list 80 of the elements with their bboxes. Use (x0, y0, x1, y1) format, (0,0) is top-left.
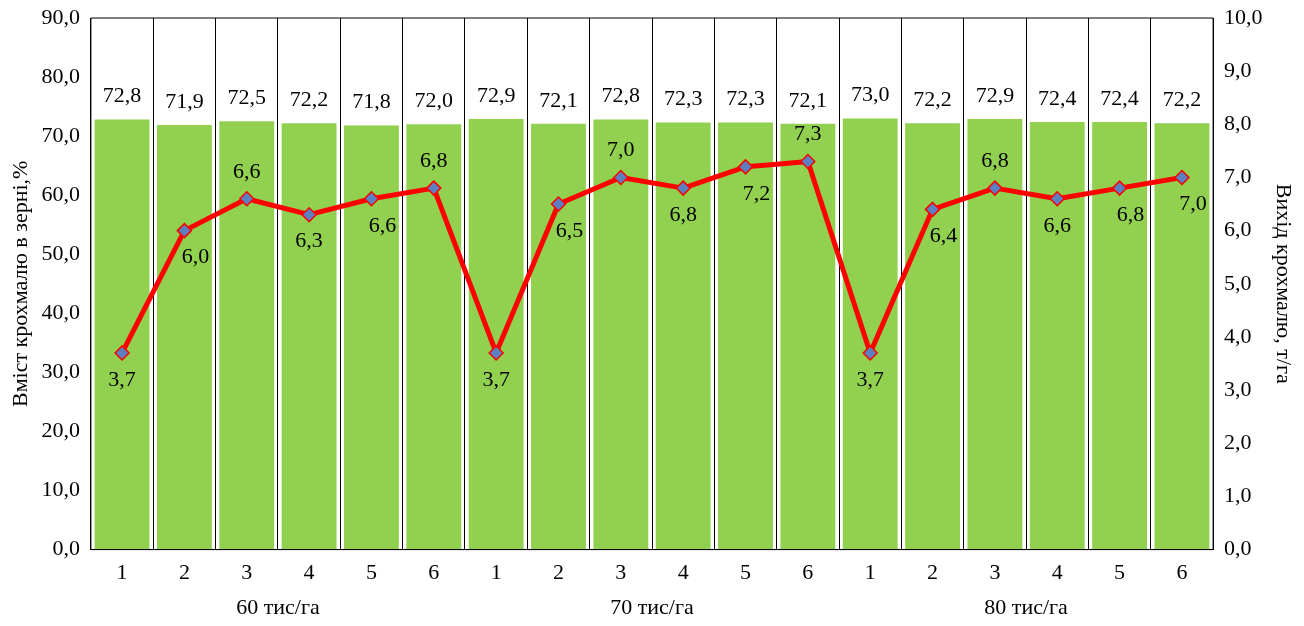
x-tick-label: 5 (365, 558, 377, 584)
data-label: 72,3 (663, 85, 703, 111)
x-tick-label: 4 (303, 558, 315, 584)
text: 70 тис/га (610, 594, 695, 620)
data-label: 71,8 (352, 88, 391, 114)
data-label: 72,2 (1162, 85, 1202, 111)
x-tick-label: 1 (490, 558, 502, 584)
data-label: 72,2 (913, 85, 952, 111)
data-label: 72,0 (414, 87, 454, 113)
data-label: 72,5 (227, 84, 267, 110)
y2-tick-label: 4,0 (1224, 322, 1252, 348)
x-tick-label: 6 (802, 558, 814, 584)
x-tick-label: 6 (1176, 558, 1188, 584)
y-axis-title: Вміст крохмалю в зерні,% (6, 160, 32, 408)
y2-tick-label: 6,0 (1224, 216, 1252, 242)
y2-tick-label: 10,0 (1224, 3, 1263, 29)
data-label: 72,8 (102, 82, 142, 108)
y2-tick-label: 1,0 (1224, 482, 1252, 508)
data-label: 72,1 (539, 86, 578, 112)
x-tick-label: 2 (927, 558, 939, 584)
y-tick-label: 0,0 (52, 535, 80, 561)
x-tick-label: 5 (1114, 558, 1126, 584)
x-tick-label: 3 (241, 558, 253, 584)
y-tick-label: 70,0 (41, 121, 80, 147)
y2-tick-label: 2,0 (1224, 429, 1252, 455)
data-label: 6,6 (233, 157, 261, 183)
x-tick-label: 3 (989, 558, 1001, 584)
data-label: 6,8 (981, 146, 1009, 172)
x-tick-label: 4 (677, 558, 689, 584)
data-label: 6,6 (1043, 211, 1071, 237)
data-label: 7,0 (1179, 190, 1207, 216)
x-tick-label: 5 (740, 558, 752, 584)
y2-tick-label: 0,0 (1224, 535, 1252, 561)
x-tick-label: 6 (428, 558, 440, 584)
y2-tick-label: 7,0 (1224, 163, 1252, 189)
x-tick-label: 4 (1051, 558, 1063, 584)
data-label: 7,0 (607, 136, 635, 162)
x-tick-label: 3 (615, 558, 627, 584)
data-label: 6,0 (181, 243, 210, 269)
x-tick-label: 1 (864, 558, 876, 584)
data-label: 72,4 (1037, 84, 1077, 110)
data-label: 3,7 (108, 365, 136, 391)
y2-axis-title: Вихід крохмалю, т/га (1272, 183, 1298, 385)
data-label: 72,4 (1100, 84, 1139, 110)
data-label: 7,2 (742, 179, 771, 205)
y2-tick-label: 3,0 (1224, 375, 1252, 401)
y2-tick-label: 8,0 (1224, 110, 1252, 136)
data-label: 72,3 (726, 85, 765, 111)
data-label: 6,8 (1116, 200, 1145, 226)
y-tick-label: 50,0 (41, 240, 80, 266)
data-label: 3,7 (482, 365, 510, 391)
data-label: 72,9 (476, 81, 516, 107)
data-label: 6,3 (295, 227, 323, 253)
x-tick-label: 1 (116, 558, 128, 584)
x-tick-label: 2 (178, 558, 190, 584)
y2-tick-label: 9,0 (1224, 56, 1252, 82)
x-tick-label: 2 (552, 558, 564, 584)
y-tick-label: 80,0 (41, 62, 80, 88)
data-label: 72,2 (289, 85, 329, 111)
y-tick-label: 30,0 (41, 358, 80, 384)
data-label: 6,4 (929, 222, 958, 248)
y-tick-label: 40,0 (41, 299, 80, 325)
data-label: 71,9 (165, 87, 204, 113)
data-label: 72,1 (788, 86, 828, 112)
y-tick-label: 10,0 (41, 476, 80, 502)
data-label: 3,7 (856, 365, 884, 391)
y-tick-label: 20,0 (41, 417, 80, 443)
data-label: 6,8 (420, 146, 448, 172)
data-label: 73,0 (850, 81, 890, 107)
y2-tick-label: 5,0 (1224, 269, 1252, 295)
data-label: 72,9 (975, 81, 1015, 107)
y-tick-label: 60,0 (41, 180, 80, 206)
text: 80 тис/га (984, 594, 1069, 620)
text: 60 тис/га (236, 594, 320, 620)
y-tick-label: 90,0 (41, 3, 80, 29)
data-label: 7,3 (794, 120, 822, 146)
data-label: 6,8 (669, 200, 697, 226)
data-label: 72,8 (601, 82, 641, 108)
data-label: 6,6 (368, 211, 397, 237)
data-label: 6,5 (555, 216, 584, 242)
